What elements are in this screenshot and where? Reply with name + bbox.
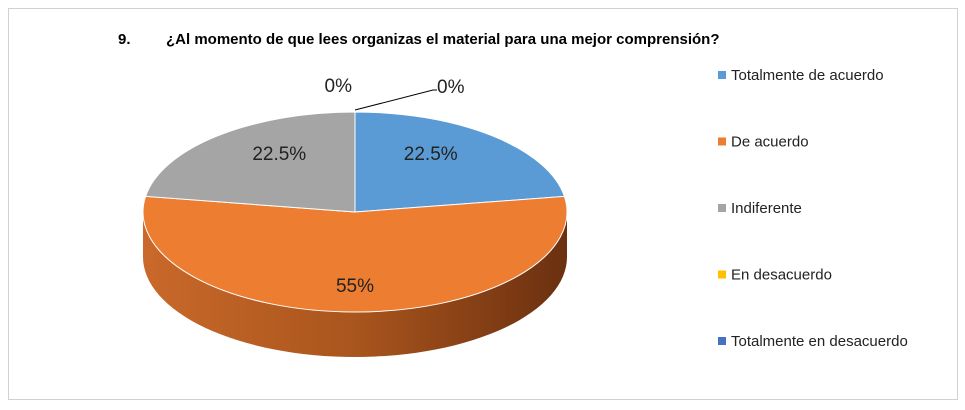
chart-title: ¿Al momento de que lees organizas el mat… bbox=[166, 31, 719, 48]
legend-swatch bbox=[718, 270, 726, 279]
data-label: 0% bbox=[325, 76, 353, 97]
legend-swatch bbox=[718, 137, 726, 146]
slice bbox=[354, 111, 566, 213]
title-number: 9. bbox=[118, 31, 131, 48]
leader-line bbox=[354, 89, 437, 111]
data-label: 22.5% bbox=[252, 144, 306, 165]
legend-swatch bbox=[718, 71, 726, 79]
legend-label: Indiferente bbox=[731, 200, 802, 217]
legend-label: Totalmente en desacuerdo bbox=[731, 333, 908, 350]
legend-label: De acuerdo bbox=[731, 133, 809, 150]
data-label: 0% bbox=[437, 77, 465, 98]
data-label: 55% bbox=[336, 276, 374, 297]
legend-label: En desacuerdo bbox=[731, 266, 832, 283]
data-label: 22.5% bbox=[404, 144, 458, 165]
slice-side bbox=[143, 212, 567, 357]
legend-swatch bbox=[718, 204, 726, 212]
slice bbox=[142, 195, 568, 313]
legend-swatch bbox=[718, 337, 726, 345]
slice bbox=[144, 111, 356, 213]
legend-label: Totalmente de acuerdo bbox=[731, 67, 884, 84]
